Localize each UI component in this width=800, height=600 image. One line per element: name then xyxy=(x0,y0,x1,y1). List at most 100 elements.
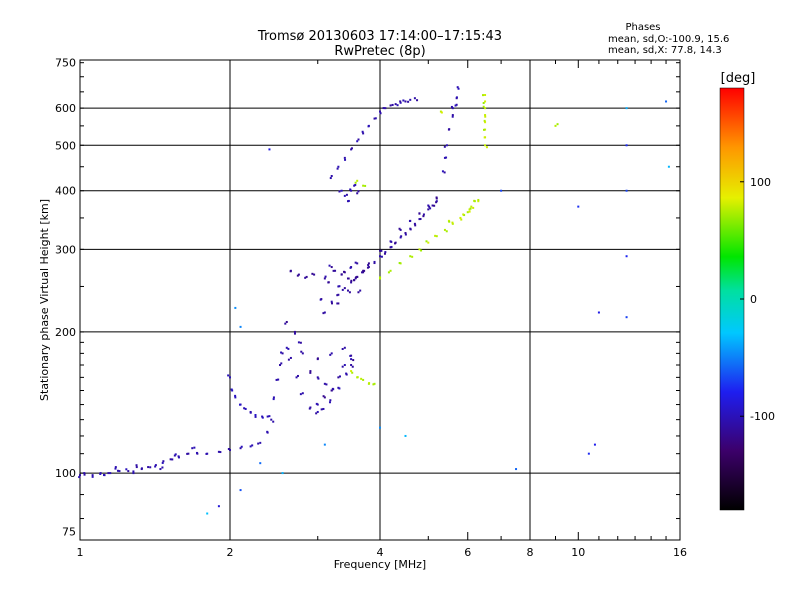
y-tick-label: 600 xyxy=(55,102,76,115)
data-point xyxy=(625,316,628,319)
data-point xyxy=(154,465,157,468)
data-point xyxy=(625,144,628,147)
data-point xyxy=(330,352,333,355)
data-point xyxy=(416,99,419,102)
data-point xyxy=(293,332,296,335)
data-point xyxy=(83,473,86,476)
data-point xyxy=(349,354,352,357)
data-point xyxy=(323,443,326,446)
data-point xyxy=(195,451,198,454)
data-point xyxy=(297,341,300,344)
data-point xyxy=(469,207,472,210)
data-point xyxy=(356,262,359,265)
data-point xyxy=(625,189,628,192)
data-point xyxy=(597,311,600,314)
data-point xyxy=(350,281,353,284)
x-axis-label: Frequency [MHz] xyxy=(334,558,426,571)
data-point xyxy=(396,104,399,107)
data-point xyxy=(350,364,353,367)
phase-stats-heading: Phases xyxy=(625,22,660,33)
data-point xyxy=(309,371,312,374)
data-point xyxy=(341,348,344,351)
data-point xyxy=(462,213,465,216)
data-point xyxy=(272,396,275,399)
data-point xyxy=(118,470,121,473)
data-point xyxy=(341,365,344,368)
data-point xyxy=(384,107,387,110)
data-point xyxy=(379,110,381,113)
data-point xyxy=(353,279,356,282)
data-point xyxy=(380,249,383,252)
data-point xyxy=(350,189,353,192)
data-point xyxy=(187,452,190,455)
data-point xyxy=(251,444,254,447)
data-point xyxy=(173,454,176,457)
data-point xyxy=(427,241,430,244)
data-point xyxy=(343,156,346,159)
points-layer xyxy=(78,86,670,515)
data-point xyxy=(418,248,421,251)
y-axis-label: Stationary phase Virtual Height [km] xyxy=(38,199,51,401)
data-point xyxy=(257,442,260,445)
data-point xyxy=(329,353,332,356)
data-point xyxy=(484,114,487,117)
data-point xyxy=(482,102,485,105)
data-point xyxy=(275,378,278,381)
data-point xyxy=(450,105,453,108)
data-point xyxy=(483,119,486,122)
data-point xyxy=(311,272,314,275)
data-point xyxy=(500,189,503,192)
data-point xyxy=(451,115,454,118)
data-point xyxy=(625,255,628,258)
data-point xyxy=(362,269,365,272)
data-point xyxy=(240,445,243,448)
data-point xyxy=(336,167,339,170)
data-point xyxy=(443,171,446,174)
data-point xyxy=(177,456,180,459)
data-point xyxy=(346,289,349,292)
data-point xyxy=(231,389,234,392)
data-point xyxy=(398,227,401,230)
data-point xyxy=(468,208,471,211)
data-point xyxy=(316,376,319,379)
y-tick-label: 750 xyxy=(55,57,76,70)
data-point xyxy=(352,359,355,362)
data-point xyxy=(384,251,387,254)
data-point xyxy=(279,364,282,367)
data-point xyxy=(404,434,407,437)
data-point xyxy=(404,233,407,236)
data-point xyxy=(347,199,350,202)
data-point xyxy=(350,358,353,361)
data-point xyxy=(366,266,369,269)
data-point xyxy=(468,210,471,213)
data-point xyxy=(309,370,312,373)
data-point xyxy=(109,472,112,475)
tick-layer: 1 2 4 6 8 10 16 75 100 200 300 400 500 600 750 xyxy=(55,57,687,559)
data-point xyxy=(135,466,138,469)
data-point xyxy=(301,392,304,395)
data-point xyxy=(343,364,346,367)
data-point xyxy=(299,393,302,396)
data-point xyxy=(625,107,628,110)
data-point xyxy=(343,287,346,290)
data-point xyxy=(427,204,430,207)
data-point xyxy=(300,350,303,353)
data-point xyxy=(383,252,386,255)
data-point xyxy=(102,473,105,476)
data-point xyxy=(309,406,312,409)
data-point xyxy=(345,193,348,196)
data-point xyxy=(354,277,357,280)
data-point xyxy=(154,464,157,467)
data-point xyxy=(443,156,446,159)
data-point xyxy=(373,117,376,120)
data-point xyxy=(484,100,487,103)
data-point xyxy=(174,453,177,456)
colorbar-label: [deg] xyxy=(721,71,756,86)
data-point xyxy=(593,443,596,446)
data-point xyxy=(230,388,233,391)
data-point xyxy=(356,140,359,143)
data-point xyxy=(186,452,189,455)
y-tick-label: 400 xyxy=(55,185,76,198)
data-point xyxy=(394,103,397,106)
data-point xyxy=(234,396,237,399)
